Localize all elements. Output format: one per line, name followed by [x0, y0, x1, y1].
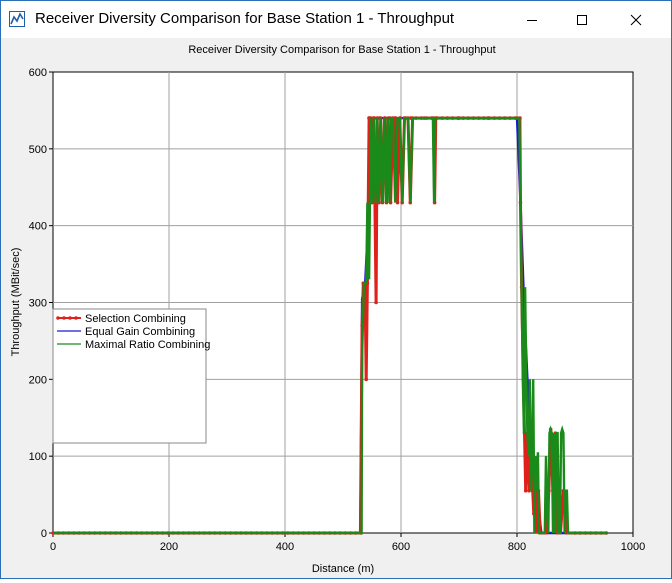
legend-marker	[56, 316, 60, 320]
minimize-icon	[527, 19, 537, 21]
y-tick-label: 200	[29, 374, 47, 386]
minimize-button[interactable]	[509, 1, 555, 38]
data-point	[374, 300, 378, 305]
x-tick-label: 1000	[621, 541, 645, 553]
data-point	[395, 200, 400, 205]
x-tick-label: 200	[160, 541, 178, 553]
y-tick-label: 0	[41, 528, 47, 540]
x-tick-label: 800	[508, 541, 526, 553]
chart-title: Receiver Diversity Comparison for Base S…	[188, 44, 495, 56]
legend-marker	[62, 316, 66, 320]
series-lines	[51, 116, 609, 535]
title-bar[interactable]: Receiver Diversity Comparison for Base S…	[1, 1, 671, 38]
x-tick-label: 0	[50, 541, 56, 553]
legend-entry: Equal Gain Combining	[85, 326, 195, 338]
x-tick-label: 600	[392, 541, 410, 553]
y-tick-label: 100	[29, 451, 47, 463]
app-chart-icon	[9, 11, 25, 27]
y-axis-label: Throughput (MBit/sec)	[10, 248, 22, 357]
x-axis-ticks: 0 200 400 600 800 1000	[50, 533, 645, 553]
legend-marker	[74, 316, 78, 320]
y-tick-label: 400	[29, 221, 47, 233]
maximize-icon	[577, 14, 587, 25]
legend-entry: Maximal Ratio Combining	[85, 339, 210, 351]
y-tick-label: 600	[29, 67, 47, 79]
window-title: Receiver Diversity Comparison for Base S…	[35, 10, 455, 27]
x-tick-label: 400	[276, 541, 294, 553]
legend-entry: Selection Combining	[85, 313, 186, 325]
chart-container: Receiver Diversity Comparison for Base S…	[1, 38, 671, 578]
y-axis-ticks: 0 100 200 300 400 500 600	[29, 67, 53, 540]
legend-marker	[68, 316, 72, 320]
data-point	[523, 488, 528, 493]
throughput-chart: Receiver Diversity Comparison for Base S…	[10, 44, 645, 575]
close-icon	[630, 14, 642, 25]
series-line	[53, 116, 608, 535]
y-tick-label: 500	[29, 144, 47, 156]
y-tick-label: 300	[29, 298, 47, 310]
close-button[interactable]	[613, 1, 659, 38]
x-axis-label: Distance (m)	[312, 563, 374, 575]
data-point	[364, 377, 369, 382]
maximize-button[interactable]	[559, 1, 605, 38]
series-maximal-ratio-combining	[53, 116, 608, 535]
data-point	[393, 116, 398, 120]
